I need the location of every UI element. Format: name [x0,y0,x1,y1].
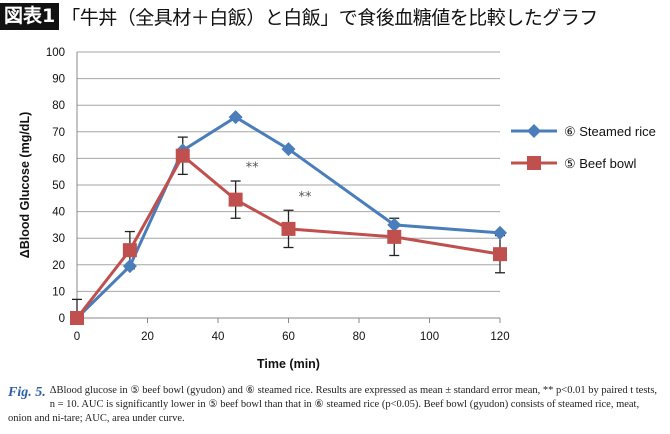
beef-bowl-point [493,247,507,262]
legend-marker [527,124,541,138]
x-tick-label: 100 [420,331,439,343]
figure-header: 図表1 「牛丼（全具材＋白飯）と白飯」で食後血糖値を比較したグラフ [0,2,598,30]
beef-bowl-point [70,311,84,325]
y-axis-label: ΔBlood Glucose (mg/dL) [18,112,32,258]
x-tick-label: 120 [490,331,509,343]
y-tick-label: 10 [52,286,65,298]
y-tick-label: 100 [46,47,65,59]
figure-badge: 図表1 [0,2,60,30]
beef-bowl-point [387,229,402,244]
steamed-rice-point [122,259,137,274]
y-tick-label: 90 [52,74,65,86]
significance-marker: ** [246,161,260,176]
steamed-rice-point [493,225,507,240]
legend-label: ⑤ Beef bowl [564,156,636,171]
caption-label: Fig. 5. [8,385,46,400]
caption-text: ΔBlood glucose in ⑤ beef bowl (gyudon) a… [8,385,658,424]
figure-title: 「牛丼（全具材＋白飯）と白飯」で食後血糖値を比較したグラフ [61,6,598,29]
x-tick-label: 40 [212,331,225,343]
y-tick-label: 0 [59,313,65,325]
y-tick-label: 30 [52,233,65,245]
figure-caption: Fig. 5. ΔBlood glucose in ⑤ beef bowl (g… [8,384,663,426]
x-tick-label: 80 [353,331,366,343]
x-tick-label: 20 [141,331,154,343]
y-tick-label: 80 [52,100,65,112]
legend-marker [527,156,541,170]
x-axis-label: Time (min) [257,357,320,371]
x-tick-label: 60 [282,331,295,343]
y-tick-label: 20 [52,260,65,272]
y-tick-label: 70 [52,127,65,139]
steamed-rice-point [228,110,243,125]
y-tick-label: 60 [52,153,65,165]
y-tick-label: 40 [52,207,65,219]
significance-marker: ** [299,190,313,205]
line-chart: 0 10 20 30 40 50 60 70 80 90 100 0 20 40 60 80 100 120 Tim… [18,47,656,371]
beef-bowl-point [175,148,190,163]
legend-label: ⑥ Steamed rice [564,124,656,139]
beef-bowl-point [281,221,296,236]
steamed-rice-point [387,217,402,232]
x-tick-label: 0 [74,331,80,343]
beef-bowl-point [122,243,137,258]
steamed-rice-point [281,142,296,157]
beef-bowl-point [228,192,243,207]
y-tick-label: 50 [52,180,65,192]
